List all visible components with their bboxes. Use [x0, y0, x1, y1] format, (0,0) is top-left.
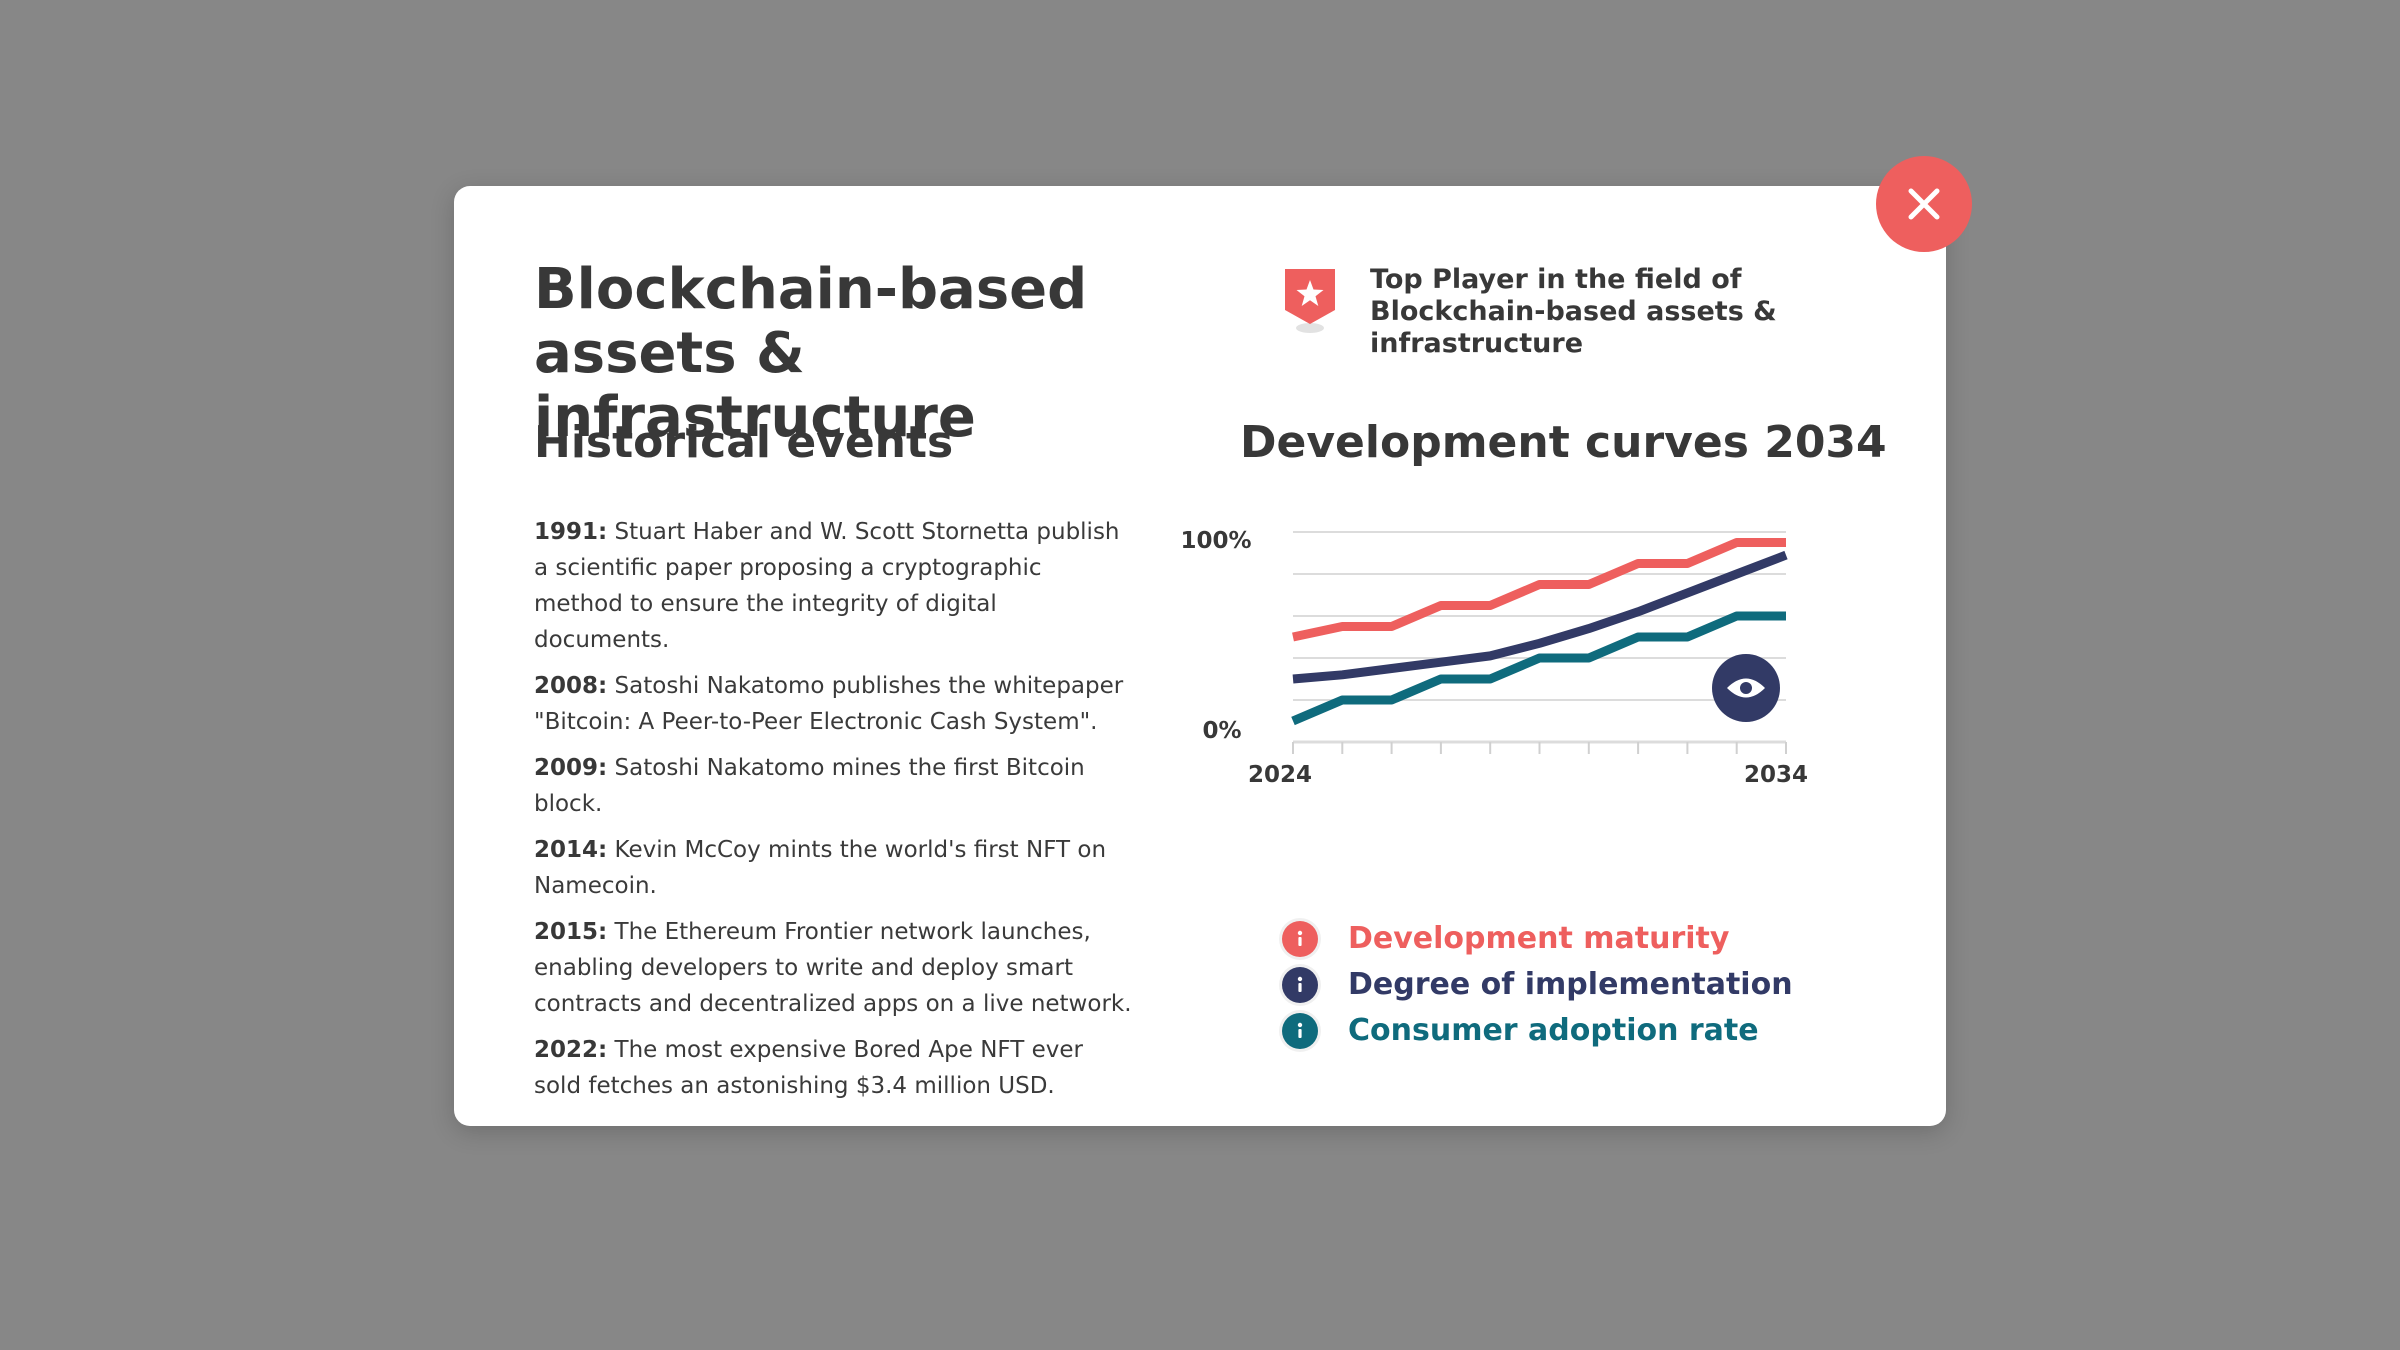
historical-event: 1991: Stuart Haber and W. Scott Stornett… [534, 519, 1120, 653]
historical-event: 2014: Kevin McCoy mints the world's firs… [534, 837, 1107, 899]
chart-grid [1293, 531, 1786, 744]
series-line-development-maturity [1292, 538, 1786, 642]
modal-dialog: Blockchain-based assets & infrastructure… [454, 186, 1946, 1126]
historical-event: 2009: Satoshi Nakatomo mines the first B… [534, 755, 1085, 817]
modal-title: Blockchain-based assets & infrastructure [534, 257, 1088, 450]
legend-label: Degree of implementation [1348, 967, 1793, 1002]
series-line-degree-of-implementation [1292, 550, 1788, 684]
development-curves-chart: 100% 0% 2024 2034 [1180, 528, 1808, 788]
development-curves-heading: Development curves 2034 [1240, 417, 1887, 468]
legend-label: Consumer adoption rate [1348, 1013, 1759, 1048]
chart-x-axis [1292, 742, 1787, 754]
info-icon[interactable] [1282, 1013, 1318, 1049]
info-icon[interactable] [1282, 967, 1318, 1003]
legend-item-degree-of-implementation[interactable]: Degree of implementation [1282, 962, 1842, 1008]
series-line-consumer-adoption-rate [1291, 611, 1786, 726]
y-tick-label-max: 100% [1180, 528, 1251, 554]
close-icon [1908, 188, 1940, 220]
eye-icon[interactable] [1712, 654, 1780, 722]
close-button[interactable] [1876, 156, 1972, 252]
historical-event: 2008: Satoshi Nakatomo publishes the whi… [534, 673, 1124, 735]
star-badge-icon [1285, 269, 1335, 333]
historical-event: 2022: The most expensive Bored Ape NFT e… [534, 1037, 1083, 1099]
historical-event: 2015: The Ethereum Frontier network laun… [534, 919, 1132, 1017]
x-tick-label-start: 2024 [1248, 762, 1312, 788]
historical-events-heading: Historical events [534, 417, 954, 468]
chart-series [1291, 538, 1788, 726]
legend-label: Development maturity [1348, 921, 1730, 956]
x-tick-label-end: 2034 [1744, 762, 1808, 788]
top-player-badge-text: Top Player in the field of Blockchain-ba… [1370, 264, 1777, 359]
info-icon[interactable] [1282, 921, 1318, 957]
chart-legend: Development maturity Degree of implement… [1282, 916, 1842, 1054]
historical-events-list: 1991: Stuart Haber and W. Scott Stornett… [534, 514, 1134, 1114]
legend-item-consumer-adoption-rate[interactable]: Consumer adoption rate [1282, 1008, 1842, 1054]
y-tick-label-min: 0% [1202, 718, 1241, 744]
legend-item-development-maturity[interactable]: Development maturity [1282, 916, 1842, 962]
